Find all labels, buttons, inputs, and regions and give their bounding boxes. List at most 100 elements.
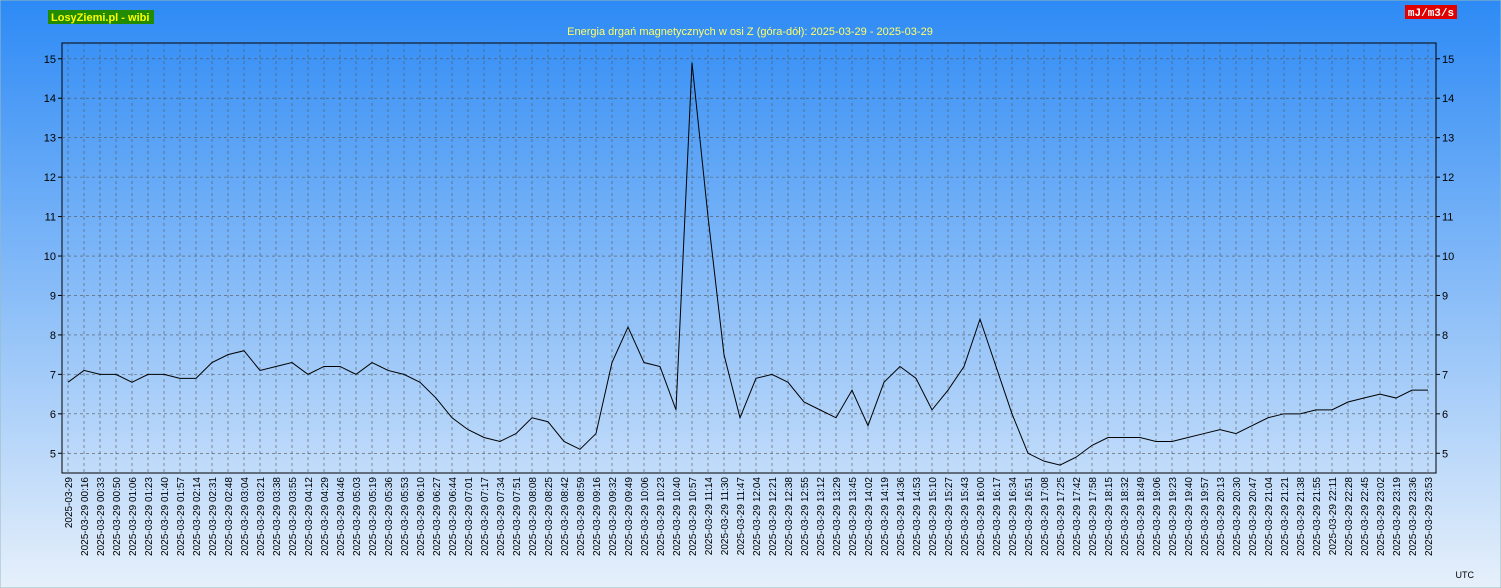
- x-tick-label: 2025-03-29 01:57: [176, 477, 187, 556]
- y-tick-label: 12: [44, 172, 56, 184]
- x-tick-label: 2025-03-29 02:31: [208, 477, 219, 556]
- x-tick-label: 2025-03-29 02:14: [192, 477, 203, 556]
- x-tick-label: 2025-03-29 09:16: [592, 477, 603, 556]
- y-tick-label: 11: [45, 212, 56, 224]
- unit-box: [1405, 5, 1457, 19]
- x-tick-label: 2025-03-29 14:36: [896, 477, 907, 556]
- x-tick-label: 2025-03-29 04:12: [304, 477, 315, 556]
- x-tick-label: 2025-03-29 12:04: [752, 477, 763, 556]
- x-tick-label: 2025-03-29 17:58: [1088, 477, 1099, 556]
- x-tick-label: 2025-03-29 14:53: [912, 477, 923, 556]
- x-note: UTC: [1456, 570, 1475, 580]
- x-tick-label: 2025-03-29 12:38: [784, 477, 795, 556]
- x-tick-label: 2025-03-29 09:32: [608, 477, 619, 556]
- x-tick-label: 2025-03-29 20:30: [1232, 477, 1243, 556]
- x-tick-label: 2025-03-29 02:48: [224, 477, 235, 556]
- y-tick-label: 7: [50, 369, 56, 381]
- y-tick-label: 15: [44, 54, 56, 66]
- x-tick-label: 2025-03-29 16:00: [976, 477, 987, 556]
- x-tick-label: 2025-03-29 12:21: [768, 477, 779, 556]
- y-tick-label: 6: [1442, 409, 1448, 421]
- y-tick-label: 9: [1442, 290, 1448, 302]
- x-tick-label: 2025-03-29 17:25: [1056, 477, 1067, 556]
- plot-frame: [61, 42, 1437, 474]
- x-tick-label: 2025-03-29 03:21: [256, 477, 267, 556]
- x-tick-label: 2025-03-29 03:38: [272, 477, 283, 556]
- x-tick-label: 2025-03-29 08:08: [528, 477, 539, 556]
- x-tick-label: 2025-03-29 21:55: [1312, 477, 1323, 556]
- data-line: [67, 62, 1428, 466]
- x-tick-label: 2025-03-29 19:23: [1168, 477, 1179, 556]
- x-tick-label: 2025-03-29 19:06: [1152, 477, 1163, 556]
- x-tick-label: 2025-03-29 12:55: [800, 477, 811, 556]
- brand-box: [48, 10, 154, 24]
- y-tick-label: 11: [1442, 212, 1453, 224]
- y-tick-label: 8: [1442, 330, 1448, 342]
- x-tick-label: 2025-03-29 00:33: [96, 477, 107, 556]
- x-tick-label: 2025-03-29 01:40: [160, 477, 171, 556]
- brand: LosyZiemi.pl - wibi: [51, 12, 149, 24]
- x-tick-label: 2025-03-29 01:23: [144, 477, 155, 556]
- x-tick-label: 2025-03-29 05:53: [400, 477, 411, 556]
- y-tick-label: 10: [44, 251, 56, 263]
- y-tick-label: 13: [44, 133, 56, 145]
- x-tick-label: 2025-03-29 10:23: [656, 477, 667, 556]
- x-tick-label: 2025-03-29 23:02: [1376, 477, 1387, 556]
- x-tick-label: 2025-03-29 21:38: [1296, 477, 1307, 556]
- x-tick-label: 2025-03-29 17:08: [1040, 477, 1051, 556]
- x-tick-label: 2025-03-29 11:30: [720, 477, 731, 556]
- y-tick-label: 8: [50, 330, 56, 342]
- x-tick-label: 2025-03-29 10:40: [672, 477, 683, 556]
- x-tick-label: 2025-03-29 18:32: [1120, 477, 1131, 556]
- x-tick-label: 2025-03-29 23:36: [1408, 477, 1419, 556]
- x-tick-label: 2025-03-29 22:45: [1360, 477, 1371, 556]
- x-tick-label: 2025-03-29 04:46: [336, 477, 347, 556]
- x-tick-label: 2025-03-29 22:11: [1328, 477, 1339, 556]
- x-tick-label: 2025-03-29 00:16: [80, 477, 91, 556]
- x-tick-label: 2025-03-29 15:27: [944, 477, 955, 556]
- y-tick-label: 10: [1442, 251, 1454, 263]
- x-tick-label: 2025-03-29 05:19: [368, 477, 379, 556]
- x-tick-label: 2025-03-29 11:47: [736, 477, 747, 556]
- x-tick-label: 2025-03-29 16:51: [1024, 477, 1035, 556]
- x-tick-label: 2025-03-29 15:43: [960, 477, 971, 556]
- x-tick-label: 2025-03-29 13:29: [832, 477, 843, 556]
- x-tick-label: 2025-03-29 21:21: [1280, 477, 1291, 556]
- x-tick-label: 2025-03-29 15:10: [928, 477, 939, 556]
- x-tick-label: 2025-03-29 07:51: [512, 477, 523, 556]
- y-tick-label: 14: [1442, 93, 1454, 105]
- x-tick-label: 2025-03-29 08:42: [560, 477, 571, 556]
- x-tick-label: 2025-03-29 03:04: [240, 477, 251, 556]
- x-tick-label: 2025-03-29 14:19: [880, 477, 891, 556]
- x-tick-label: 2025-03-29 19:40: [1184, 477, 1195, 556]
- x-tick-label: 2025-03-29 07:34: [496, 477, 507, 556]
- y-tick-label: 13: [1442, 133, 1454, 145]
- x-tick-label: 2025-03-29 04:29: [320, 477, 331, 556]
- x-tick-label: 2025-03-29: [64, 477, 75, 529]
- x-tick-label: 2025-03-29 20:13: [1216, 477, 1227, 556]
- x-tick-label: 2025-03-29 13:12: [816, 477, 827, 556]
- y-tick-label: 15: [1442, 54, 1454, 66]
- y-tick-label: 14: [44, 93, 56, 105]
- y-tick-label: 7: [1442, 369, 1448, 381]
- y-tick-label: 12: [1442, 172, 1454, 184]
- x-tick-label: 2025-03-29 06:27: [432, 477, 443, 556]
- x-tick-label: 2025-03-29 08:59: [576, 477, 587, 556]
- x-tick-label: 2025-03-29 10:06: [640, 477, 651, 556]
- x-tick-label: 2025-03-29 13:45: [848, 477, 859, 556]
- x-tick-label: 2025-03-29 05:36: [384, 477, 395, 556]
- y-tick-label: 5: [50, 448, 56, 460]
- y-tick-label: 6: [50, 409, 56, 421]
- x-tick-label: 2025-03-29 21:04: [1264, 477, 1275, 556]
- x-tick-label: 2025-03-29 03:55: [288, 477, 299, 556]
- x-tick-label: 2025-03-29 22:28: [1344, 477, 1355, 556]
- x-tick-label: 2025-03-29 07:17: [480, 477, 491, 556]
- x-tick-label: 2025-03-29 23:53: [1424, 477, 1435, 556]
- x-tick-label: 2025-03-29 18:49: [1136, 477, 1147, 556]
- x-tick-label: 2025-03-29 07:01: [464, 477, 475, 556]
- y-tick-label: 9: [50, 290, 56, 302]
- x-tick-label: 2025-03-29 08:25: [544, 477, 555, 556]
- x-tick-label: 2025-03-29 17:42: [1072, 477, 1083, 556]
- chart-title: Energia drgań magnetycznych w osi Z (gór…: [567, 26, 933, 38]
